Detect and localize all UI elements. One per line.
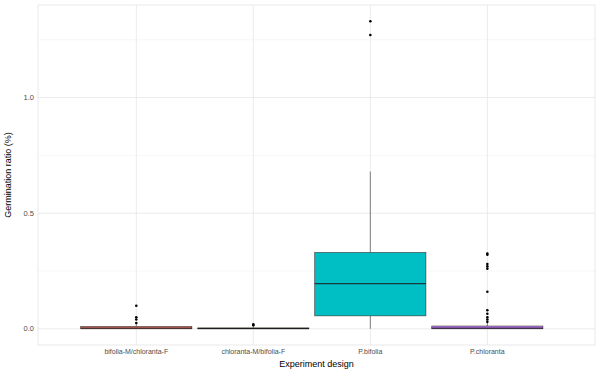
x-tick-label: chloranta-M/bifolia-F [221, 348, 285, 355]
outlier [252, 324, 255, 327]
x-axis-title: Experiment design [279, 359, 354, 369]
box-group [432, 252, 543, 328]
outlier [135, 304, 138, 307]
outlier [486, 253, 489, 256]
outlier [486, 321, 489, 324]
grid-line-x [136, 5, 137, 345]
upper-whisker [136, 324, 137, 326]
box [432, 326, 543, 329]
outlier [486, 263, 489, 266]
chart-svg: 0.0 0.5 1.0 bifolia-M/chloranta-F chloranta-… [0, 0, 600, 371]
plot-frame [38, 5, 595, 345]
y-tick-label: 1.0 [24, 93, 34, 102]
box-group [198, 323, 309, 329]
y-axis-title: Germination ratio (%) [3, 132, 13, 218]
lower-whisker [370, 316, 371, 329]
box [81, 326, 192, 328]
outlier [369, 34, 372, 37]
upper-whisker [487, 323, 488, 326]
outlier [135, 318, 138, 321]
outlier [486, 291, 489, 294]
box-group [315, 20, 426, 329]
median [315, 283, 426, 284]
outlier [486, 316, 489, 319]
grid-line [38, 213, 595, 214]
minor-grid-line [38, 39, 595, 40]
x-tick-label: P.chloranta [470, 348, 505, 355]
box [315, 252, 426, 315]
outlier [135, 316, 138, 319]
grid-line-x [487, 5, 488, 345]
outlier [486, 309, 489, 312]
median [81, 328, 192, 329]
grid-line [38, 97, 595, 98]
boxes [81, 20, 543, 329]
y-tick-label: 0.0 [24, 324, 34, 333]
grid-line-x [253, 5, 254, 345]
box [198, 327, 309, 329]
outlier [486, 318, 489, 321]
outlier [486, 312, 489, 315]
upper-whisker [370, 172, 371, 253]
x-tick-label: bifolia-M/chloranta-F [104, 348, 168, 355]
outlier [486, 267, 489, 270]
outlier [135, 322, 138, 325]
median [432, 328, 543, 329]
median [198, 328, 309, 329]
outlier [369, 20, 372, 23]
grid [38, 5, 595, 345]
x-tick-label: P.bifolia [358, 348, 382, 355]
minor-grid-line [38, 155, 595, 156]
outlier [486, 265, 489, 268]
chart-container: 0.0 0.5 1.0 bifolia-M/chloranta-F chloranta-… [0, 0, 600, 371]
y-tick-label: 0.5 [24, 209, 34, 218]
box-group [81, 304, 192, 328]
